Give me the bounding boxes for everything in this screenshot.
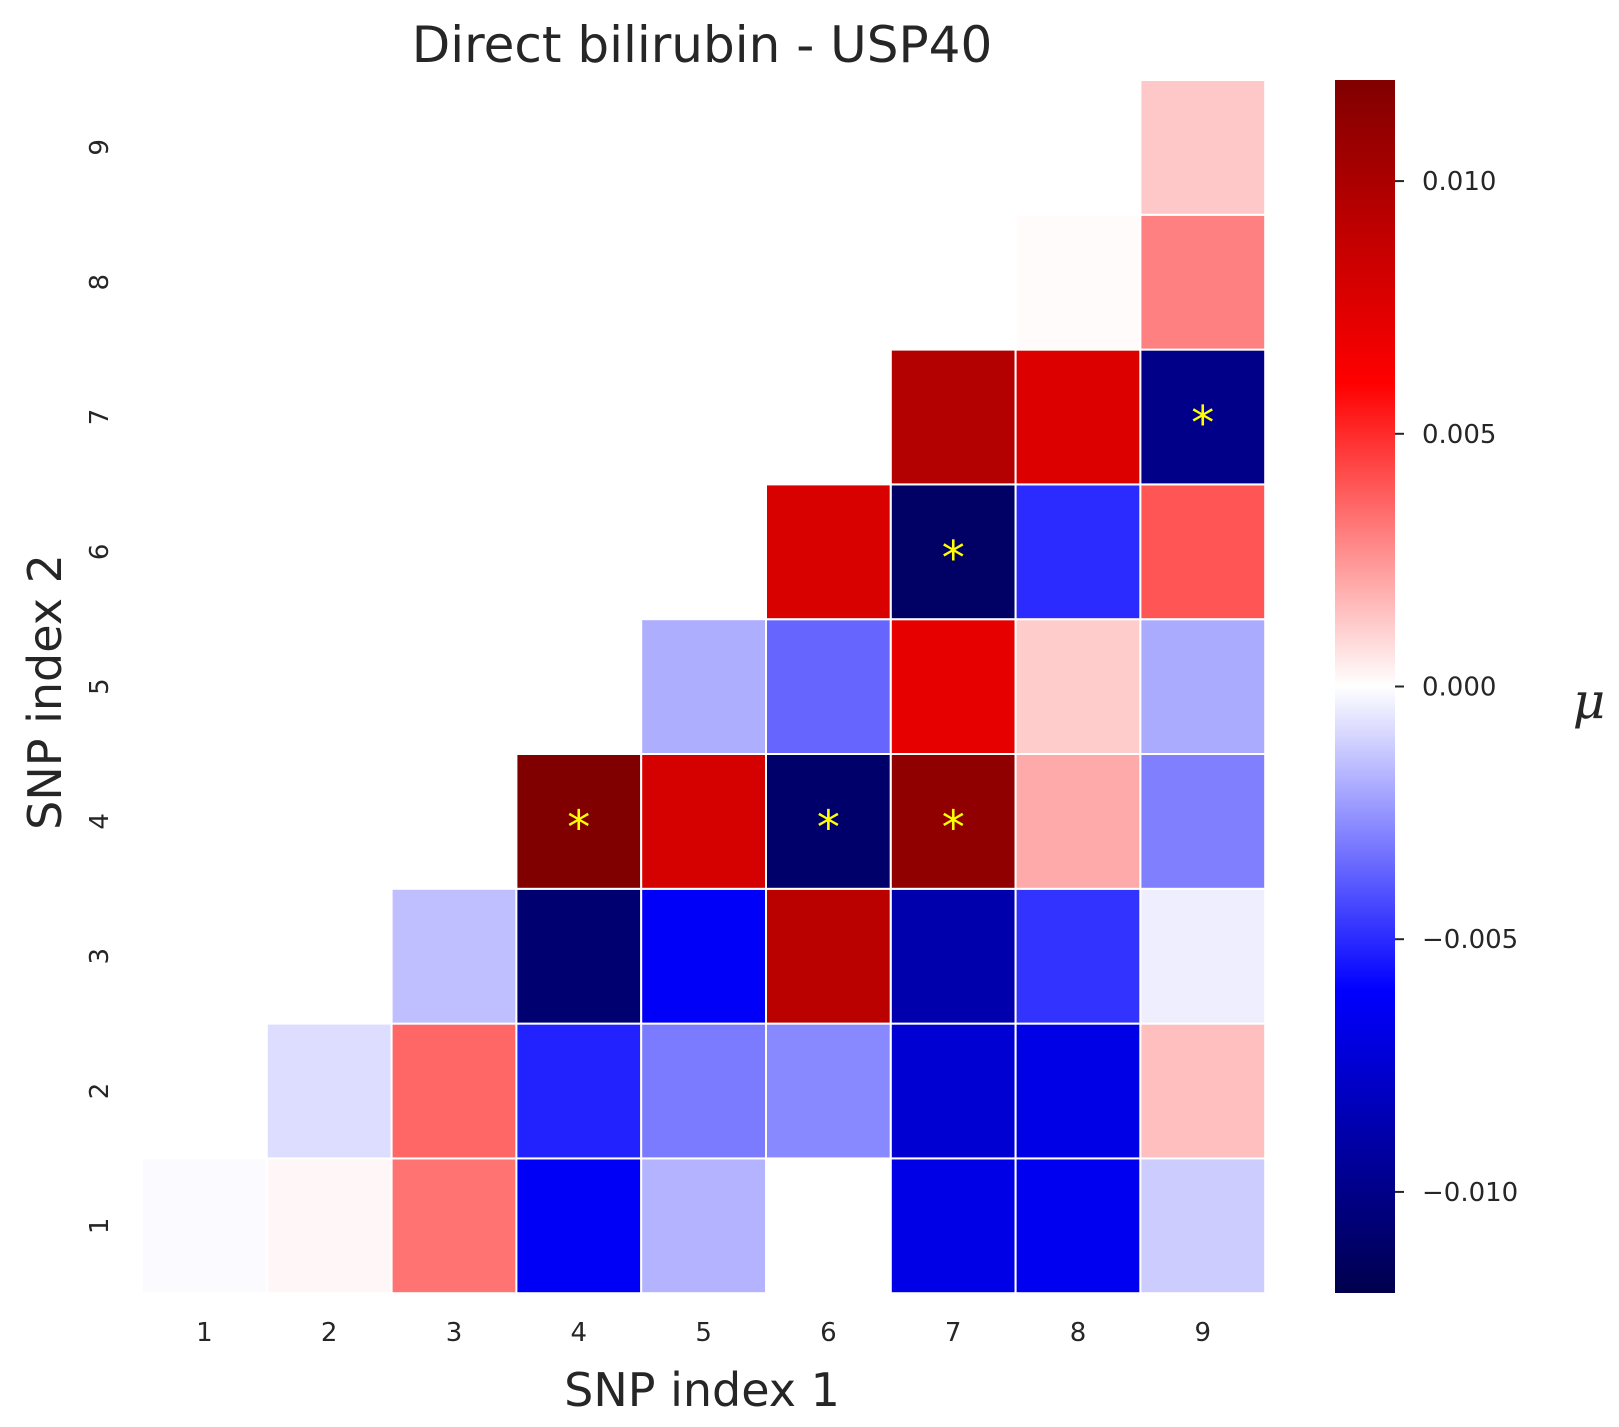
heatmap-cell-3-2 — [390, 1022, 518, 1160]
heatmap-cell-8-1 — [1014, 1157, 1142, 1295]
heatmap-cell-8-7 — [1014, 348, 1142, 486]
heatmap-cells — [141, 79, 1267, 1295]
colorbar — [1335, 80, 1395, 1293]
x-tick-label: 5 — [695, 1318, 712, 1348]
heatmap-cell-4-3 — [515, 887, 643, 1025]
heatmap-cell-4-4 — [515, 753, 643, 890]
colorbar-ticks: 0.010 0.005 0.000 −0.005 −0.010 — [1395, 167, 1518, 1208]
significance-star: * — [942, 800, 965, 854]
x-axis-label: SNP index 1 — [564, 1363, 840, 1417]
heatmap-cell-9-8 — [1139, 213, 1267, 351]
heatmap-cell-5-3 — [640, 887, 768, 1025]
x-axis-ticks: 1 2 3 4 5 6 7 8 9 — [196, 1318, 1211, 1348]
colorbar-tick-label: −0.010 — [1422, 1178, 1518, 1208]
heatmap-cell-9-7 — [1139, 348, 1267, 486]
colorbar-tick-label: 0.000 — [1422, 673, 1496, 703]
y-axis-label: SNP index 2 — [18, 554, 72, 830]
x-tick-label: 7 — [945, 1318, 962, 1348]
heatmap-cell-7-3 — [889, 887, 1017, 1025]
y-tick-label: 1 — [85, 1218, 115, 1235]
heatmap-cell-7-5 — [889, 618, 1017, 756]
significance-star: * — [567, 800, 590, 854]
heatmap-cell-2-2 — [265, 1022, 393, 1160]
y-tick-label: 5 — [85, 678, 115, 695]
colorbar-tick-label: −0.005 — [1422, 925, 1518, 955]
heatmap-cell-3-1 — [390, 1157, 518, 1295]
significance-star: * — [942, 531, 965, 585]
heatmap-cell-8-2 — [1014, 1022, 1142, 1160]
heatmap-cell-6-6 — [765, 483, 892, 621]
y-tick-label: 8 — [85, 274, 115, 291]
heatmap-cell-5-5 — [640, 618, 768, 756]
heatmap-cell-9-1 — [1139, 1157, 1267, 1295]
significance-markers: * * * * * — [567, 396, 1214, 854]
y-tick-label: 7 — [85, 409, 115, 426]
heatmap-cell-7-1 — [889, 1157, 1017, 1295]
heatmap-cell-5-2 — [640, 1022, 768, 1160]
heatmap-cell-9-4 — [1139, 753, 1267, 890]
colorbar-tick-label: 0.005 — [1422, 420, 1496, 450]
heatmap-cell-2-1 — [265, 1157, 393, 1295]
heatmap-cell-4-2 — [515, 1022, 643, 1160]
significance-star: * — [817, 800, 840, 854]
heatmap-cell-8-5 — [1014, 618, 1142, 756]
significance-star: * — [1191, 396, 1214, 450]
heatmap-cell-6-4 — [765, 753, 892, 890]
x-tick-label: 6 — [820, 1318, 837, 1348]
heatmap-cell-6-5 — [765, 618, 892, 756]
y-tick-label: 3 — [85, 948, 115, 965]
heatmap-cell-9-9 — [1139, 79, 1267, 216]
y-tick-label: 2 — [85, 1083, 115, 1100]
x-tick-label: 1 — [196, 1318, 213, 1348]
heatmap-cell-3-3 — [390, 887, 518, 1025]
x-tick-label: 4 — [571, 1318, 588, 1348]
heatmap-cell-5-1 — [640, 1157, 768, 1295]
y-tick-label: 6 — [85, 544, 115, 561]
x-tick-label: 9 — [1195, 1318, 1212, 1348]
heatmap-cell-8-3 — [1014, 887, 1142, 1025]
heatmap-cell-9-3 — [1139, 887, 1267, 1025]
heatmap-cell-8-4 — [1014, 753, 1142, 890]
x-tick-label: 3 — [446, 1318, 463, 1348]
heatmap-cell-7-2 — [889, 1022, 1017, 1160]
heatmap-cell-9-5 — [1139, 618, 1267, 756]
colorbar-label: μ — [1573, 672, 1606, 730]
heatmap-cell-4-1 — [515, 1157, 643, 1295]
heatmap-cell-7-7 — [889, 348, 1017, 486]
y-axis-ticks: 1 2 3 4 5 6 7 8 9 — [85, 139, 115, 1234]
heatmap-cell-8-8 — [1014, 213, 1142, 351]
heatmap-cell-7-6 — [889, 483, 1017, 621]
heatmap-cell-5-4 — [640, 753, 768, 890]
heatmap-cell-6-1 — [765, 1157, 892, 1295]
heatmap-cell-6-3 — [765, 887, 892, 1025]
heatmap-cell-9-6 — [1139, 483, 1267, 621]
x-tick-label: 2 — [321, 1318, 338, 1348]
chart-title: Direct bilirubin - USP40 — [412, 16, 993, 74]
colorbar-tick-label: 0.010 — [1422, 167, 1496, 197]
heatmap-cell-6-2 — [765, 1022, 892, 1160]
heatmap-cell-8-6 — [1014, 483, 1142, 621]
y-tick-label: 9 — [85, 139, 115, 156]
y-tick-label: 4 — [85, 813, 115, 830]
heatmap-cell-9-2 — [1139, 1022, 1267, 1160]
x-tick-label: 8 — [1070, 1318, 1087, 1348]
heatmap-cell-1-1 — [141, 1157, 268, 1295]
